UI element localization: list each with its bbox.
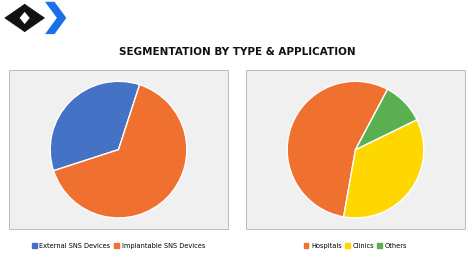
Legend: External SNS Devices, Implantable SNS Devices: External SNS Devices, Implantable SNS De…	[29, 240, 208, 252]
Polygon shape	[5, 4, 36, 32]
Text: SEGMENTATION BY TYPE & APPLICATION: SEGMENTATION BY TYPE & APPLICATION	[118, 47, 356, 57]
Text: GLOBAL SACRAL NERVE STIMULATION MARKET 2020-2026: GLOBAL SACRAL NERVE STIMULATION MARKET 2…	[73, 13, 399, 23]
Legend: Hospitals, Clinics, Others: Hospitals, Clinics, Others	[301, 240, 410, 252]
Wedge shape	[356, 89, 417, 150]
Polygon shape	[14, 4, 45, 32]
Wedge shape	[50, 81, 140, 171]
Wedge shape	[54, 85, 187, 218]
FancyBboxPatch shape	[2, 2, 47, 34]
Wedge shape	[287, 81, 388, 217]
Wedge shape	[344, 120, 424, 218]
Polygon shape	[19, 12, 30, 24]
Polygon shape	[45, 2, 66, 34]
